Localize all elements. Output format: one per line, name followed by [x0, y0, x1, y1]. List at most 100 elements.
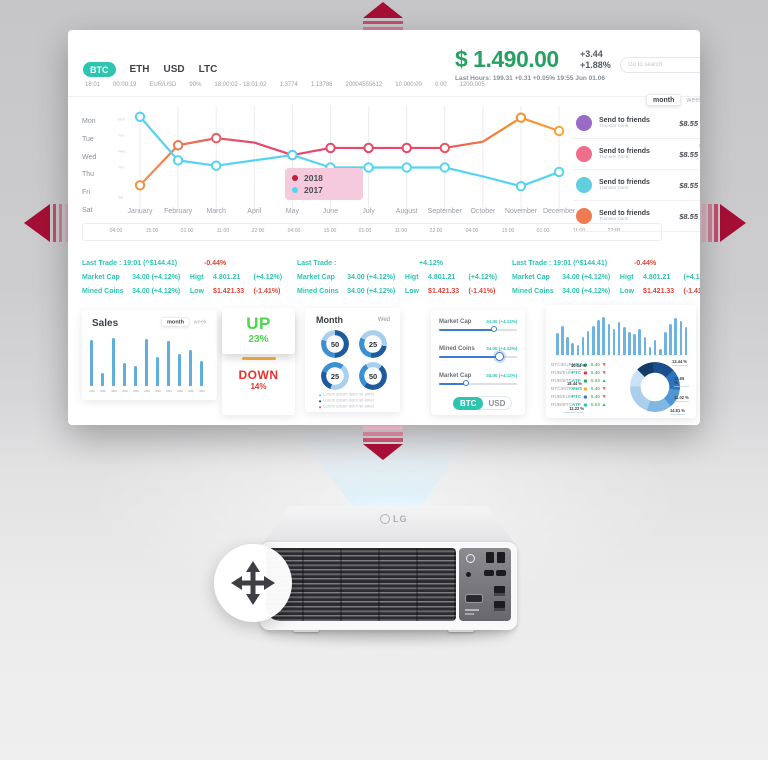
stats-trade-label: Last Trade :	[297, 259, 337, 267]
slider-value: 34.00 (+4.12%)	[486, 319, 517, 325]
stats-value-2: $1.421.33	[428, 287, 460, 295]
trend-down-icon: ▼	[601, 362, 607, 368]
month-card-title: Month	[316, 315, 343, 325]
btc-pill[interactable]: BTC	[453, 396, 484, 410]
lg-logo-icon	[380, 514, 390, 524]
stats-strip: Last Trade : 19:01 (^$144.41) -0.44% Marke…	[82, 256, 700, 304]
month-donut-value: 50	[330, 339, 340, 349]
friend-text: Send to friends Transfer bank	[599, 179, 679, 192]
slider-value: 34.00 (+4.12%)	[486, 346, 517, 352]
trend-up-icon: ▲	[601, 402, 607, 408]
stats-label-2: Low	[404, 287, 419, 295]
friend-subtitle: Transfer bank	[599, 123, 629, 129]
market-code: PTC	[571, 394, 582, 400]
y-label: Sat	[82, 207, 93, 214]
price-change-pct: +1.88%	[580, 60, 611, 70]
slider-track[interactable]	[439, 352, 517, 361]
friend-price: $8.55	[679, 180, 698, 190]
slider-handle[interactable]	[463, 380, 470, 386]
slider-name: Mined Coins	[439, 346, 475, 352]
friend-list-item[interactable]: Send to friends Transfer bank $8.55	[573, 170, 700, 201]
stats-column: Last Trade : +4.12% Market Cap 34.00 (+4.12…	[297, 256, 509, 298]
tab-usd[interactable]: USD	[163, 64, 185, 75]
market-code: PTC	[571, 370, 582, 376]
stats-row: Market Cap 34.00 (+4.12%) Higt 4.801.21 (+4.…	[512, 270, 700, 284]
y-label-mini: Tue	[118, 134, 125, 138]
slider-handle[interactable]	[490, 326, 497, 332]
month-legend-row: Lorem ipsum dolor sit amet	[319, 393, 396, 397]
market-bar	[576, 345, 580, 355]
friend-list-item[interactable]: Send to friends Transfer bank $8.55	[573, 201, 700, 232]
market-pair: BTC/EUR	[551, 362, 573, 368]
month-label: October	[470, 208, 496, 215]
lg-logo-text: LG	[393, 514, 408, 524]
slider-row: Market Cap 34.00 (+4.12%)	[439, 373, 517, 386]
hdmi-port-2	[496, 570, 506, 576]
stats-label-2: Low	[189, 287, 204, 295]
donut-label: 11.22 %	[563, 407, 584, 413]
friend-title: Send to friends	[599, 116, 650, 124]
market-bar	[571, 343, 575, 355]
stats-label: Market Cap	[297, 273, 335, 281]
sales-period-toggle[interactable]: month week	[161, 317, 211, 327]
market-bar	[617, 322, 621, 355]
month-label: July	[362, 208, 375, 215]
main-line-chart	[134, 106, 565, 212]
sales-bar-tick	[165, 390, 172, 392]
time-label: 01:00	[536, 228, 550, 234]
market-bar	[581, 337, 585, 355]
market-value: 0.40	[590, 394, 600, 400]
sales-bar	[178, 353, 181, 386]
slider-name: Market Cap	[439, 373, 472, 379]
slider-labels: Market Cap 34.00 (+4.12%)	[439, 319, 517, 325]
tab-eth[interactable]: ETH	[129, 64, 150, 75]
slider-row: Market Cap 34.00 (+4.12%)	[439, 319, 517, 332]
market-bar	[592, 326, 595, 355]
month-label: September	[427, 208, 462, 215]
sales-bar-tick	[198, 390, 205, 392]
period-toggle-month[interactable]: month	[646, 94, 682, 106]
usd-pill[interactable]: USD	[478, 396, 513, 410]
market-dot	[583, 395, 587, 399]
friend-list-item[interactable]: Send to friends Transfer bank $8.55	[573, 108, 700, 139]
slider-track[interactable]	[439, 380, 517, 386]
audio-jack	[466, 572, 471, 577]
sales-toggle-month[interactable]: month	[161, 317, 190, 327]
tab-ltc[interactable]: LTC	[198, 64, 218, 75]
sales-bar-tick	[143, 390, 150, 392]
sales-toggle-week[interactable]: week	[193, 319, 207, 325]
friend-list-item[interactable]: Send to friends Transfer bank $8.55	[573, 139, 700, 170]
down-label: DOWN	[238, 368, 279, 382]
tab-btc[interactable]: BTC	[83, 62, 116, 77]
stats-label-2: Higt	[404, 273, 419, 281]
friends-list: Send to friends Transfer bank $8.55 Send to…	[573, 108, 700, 232]
time-label: 11:00	[394, 228, 407, 234]
search-input[interactable]	[620, 57, 700, 73]
projector-vent-grille	[266, 548, 456, 621]
down-value: 14%	[250, 382, 267, 391]
currency-pill-toggle[interactable]: BTC USD	[453, 396, 513, 410]
sales-bar	[200, 361, 203, 386]
market-code: MBS	[571, 362, 583, 368]
month-label: February	[164, 208, 193, 215]
market-bar	[648, 347, 652, 355]
period-toggle-week[interactable]: week	[686, 96, 700, 104]
slider-track[interactable]	[439, 326, 517, 332]
stats-pct-2: (+4.12%)	[253, 273, 283, 281]
market-bar	[679, 320, 683, 355]
market-bar	[643, 337, 647, 355]
friend-subtitle: Transfer bank	[599, 185, 629, 191]
stats-column: Last Trade : 19:01 (^$144.41) -0.44% Marke…	[82, 256, 294, 298]
sales-bar-tick	[187, 390, 194, 392]
legend-item-2018: 2018	[292, 172, 356, 184]
period-toggle[interactable]: month week	[646, 94, 700, 106]
ticker-item: 18:01	[85, 82, 101, 88]
stats-pct-2: (-1.41%)	[683, 287, 700, 295]
slider-handle[interactable]	[494, 352, 504, 361]
ticker-item: 1.13786	[310, 82, 333, 88]
sales-bar-tick	[176, 390, 183, 392]
friend-text: Send to friends Transfer bank	[599, 148, 679, 161]
month-donut	[359, 330, 387, 358]
port-label-line-1	[465, 609, 479, 611]
